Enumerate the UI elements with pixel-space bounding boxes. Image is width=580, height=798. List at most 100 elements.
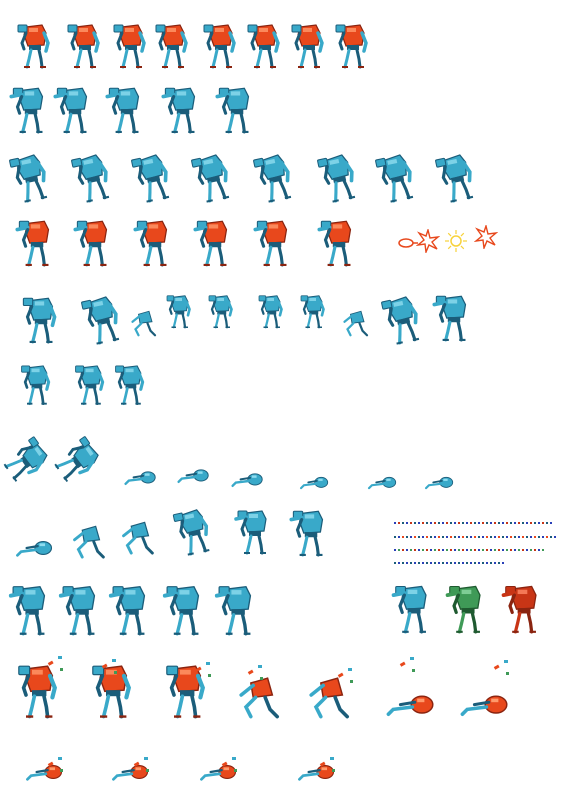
debris-bits — [316, 753, 340, 781]
hit-cyan-frame — [108, 580, 154, 636]
explode-orange-frame — [460, 654, 508, 724]
fx-ring — [394, 231, 418, 259]
palette-dots-block — [394, 520, 564, 570]
row-backturn-cyan — [0, 355, 580, 415]
jump-cyan-frame — [18, 292, 62, 344]
row-walk-cyan — [0, 82, 580, 137]
stance-cyan-frame — [190, 150, 234, 203]
debris-bits — [130, 753, 154, 781]
attack-orange-frame — [316, 215, 360, 267]
getup-cyan-frame — [286, 505, 334, 557]
palette-dot-line — [394, 536, 558, 538]
walk-cyan-frame — [160, 82, 204, 134]
row-getup-cyan — [0, 505, 580, 565]
jump-cyan-frame — [340, 294, 370, 342]
knockdown-cyan-frame — [54, 435, 99, 483]
debris-bits — [334, 664, 358, 692]
attack-orange-frame — [252, 215, 296, 267]
getup-cyan-frame — [230, 505, 278, 555]
jump-cyan-frame — [256, 280, 286, 340]
stance-cyan-frame — [130, 150, 174, 203]
walk-cyan-frame — [214, 82, 258, 134]
jump-cyan-frame — [298, 280, 328, 340]
jump-cyan-frame — [80, 292, 124, 345]
fx-star-sparks — [473, 223, 499, 253]
jump-cyan-frame — [164, 280, 194, 340]
stance-cyan-frame — [252, 150, 296, 203]
attack-orange-frame — [192, 215, 236, 267]
palette-dot-line — [394, 562, 504, 564]
debris-bits — [396, 653, 420, 681]
hit-cyan-frame — [162, 580, 208, 636]
idle-orange-frame — [14, 18, 54, 70]
stance-cyan-frame — [434, 150, 478, 203]
idle-orange-frame — [152, 18, 192, 70]
row-jump-cyan — [0, 280, 580, 345]
debris-bits — [490, 656, 514, 684]
stance-cyan-frame — [70, 150, 114, 203]
palette-swap-cyan — [390, 580, 436, 634]
row-attack-orange — [0, 215, 580, 270]
explode-end-orange-frame — [188, 737, 248, 783]
jump-cyan-frame — [380, 292, 424, 345]
debris-bits — [44, 652, 68, 680]
stance-cyan-frame — [316, 150, 360, 203]
row-stance-cyan — [0, 150, 580, 205]
row-knockdown-cyan — [0, 435, 580, 495]
debris-bits — [44, 753, 68, 781]
row-idle-orange — [0, 18, 580, 73]
palette-swap-green — [444, 580, 490, 634]
debris-bits — [218, 753, 242, 781]
stance-cyan-frame — [8, 150, 52, 203]
backturn-cyan-frame — [18, 355, 54, 411]
knockdown-cyan-frame — [3, 435, 48, 483]
explode-orange-frame — [88, 654, 136, 724]
explode-orange-frame — [304, 654, 352, 724]
idle-orange-frame — [244, 18, 284, 70]
stance-cyan-frame — [374, 150, 418, 203]
debris-bits — [244, 661, 268, 689]
hit-cyan-frame — [214, 580, 260, 636]
knockdown-cyan-frame — [222, 449, 272, 489]
hit-cyan-frame — [58, 580, 104, 636]
knockdown-cyan-frame — [352, 455, 412, 491]
idle-orange-frame — [64, 18, 104, 70]
explode-orange-frame — [162, 654, 210, 724]
idle-orange-frame — [332, 18, 372, 70]
explode-orange-frame — [14, 654, 62, 724]
jump-cyan-frame — [206, 280, 236, 340]
backturn-cyan-frame — [112, 355, 148, 411]
walk-cyan-frame — [8, 82, 52, 134]
explode-orange-frame — [386, 654, 434, 724]
idle-orange-frame — [200, 18, 240, 70]
idle-orange-frame — [288, 18, 328, 70]
getup-cyan-frame — [170, 505, 216, 556]
explode-orange-frame — [234, 654, 282, 724]
attack-orange-frame — [132, 215, 176, 267]
backturn-cyan-frame — [72, 355, 108, 411]
row-hit-cyan — [0, 580, 580, 640]
row-explode-orange — [0, 650, 580, 730]
hit-cyan-frame — [8, 580, 54, 636]
knockdown-cyan-frame — [414, 455, 464, 491]
attack-orange-frame — [72, 215, 116, 267]
getup-cyan-frame — [8, 513, 60, 559]
jump-cyan-frame — [128, 294, 158, 342]
walk-cyan-frame — [104, 82, 148, 134]
knockdown-cyan-frame — [286, 455, 342, 491]
attack-orange-frame — [14, 215, 58, 267]
explode-end-orange-frame — [14, 737, 74, 783]
palette-swap-red — [500, 580, 546, 634]
explode-end-orange-frame — [286, 737, 346, 783]
debris-bits — [192, 658, 216, 686]
walk-cyan-frame — [52, 82, 96, 134]
getup-cyan-frame — [116, 507, 158, 555]
row-explode-orange-end — [0, 735, 580, 785]
palette-dot-line — [394, 549, 544, 551]
getup-cyan-frame — [66, 511, 110, 559]
palette-dot-line — [394, 522, 554, 524]
knockdown-cyan-frame — [118, 447, 162, 487]
fx-star-red — [415, 227, 441, 257]
idle-orange-frame — [110, 18, 150, 70]
